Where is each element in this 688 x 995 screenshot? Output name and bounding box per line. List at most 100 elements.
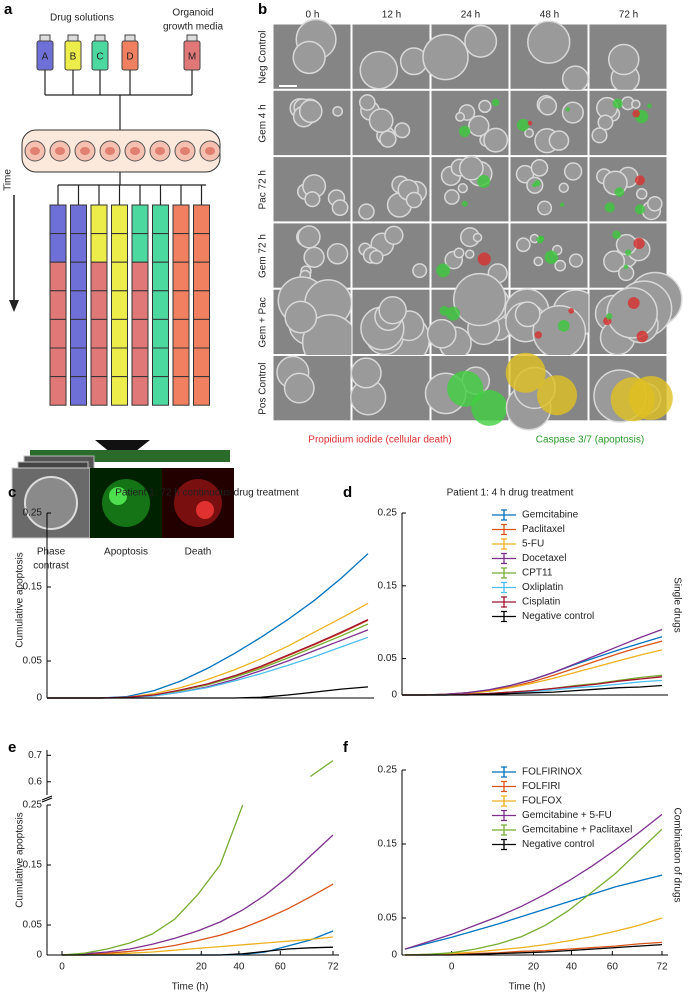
stain (605, 313, 613, 320)
stain (461, 200, 468, 207)
organoid (563, 162, 583, 181)
stain (544, 250, 559, 264)
well-cell (152, 290, 169, 320)
legend-label: FOLFIRI (522, 781, 560, 792)
well-cell (70, 347, 87, 378)
panel-letter: e (8, 739, 16, 756)
well-cell (111, 204, 128, 235)
organoid (452, 272, 507, 327)
organoid (527, 20, 571, 64)
well-cell (152, 204, 169, 235)
well-cell (152, 376, 169, 406)
organoid (524, 128, 535, 138)
stain (623, 264, 629, 270)
stain (446, 306, 461, 321)
organoid (292, 40, 326, 75)
y-tick-label: 0 (36, 693, 42, 704)
organoid (358, 94, 376, 111)
well-cell (193, 290, 210, 320)
y-tick-label: 0.15 (378, 580, 398, 591)
well-cell (49, 318, 67, 349)
bottle-cap (39, 34, 51, 42)
bottle-label: B (70, 52, 77, 63)
column-header: 0 h (306, 10, 320, 21)
legend-label: FOLFOX (522, 796, 562, 807)
series-line (62, 930, 334, 956)
bottle-cap (67, 34, 79, 42)
well-cell (152, 233, 169, 263)
y-tick-label: 0.25 (23, 800, 43, 811)
organoid (297, 225, 321, 249)
well-cell (131, 233, 149, 263)
well-cell (70, 261, 87, 292)
organoid (30, 147, 40, 155)
organoid (304, 191, 321, 208)
apoptosis-signal (109, 487, 127, 505)
x-tick-label: 0 (449, 962, 455, 973)
organoid (332, 105, 344, 117)
organoid (561, 101, 584, 124)
row-label: Neg Control (258, 30, 269, 83)
well-cell (90, 233, 108, 263)
organoid (405, 191, 423, 209)
series-line (402, 636, 663, 696)
well-cell (172, 290, 190, 320)
organoid (455, 111, 466, 122)
image-label: Phase (37, 547, 66, 558)
series-line (62, 946, 334, 956)
media-title: Organoid (172, 8, 213, 19)
well-cell (193, 347, 210, 378)
well-cell (70, 318, 87, 349)
wells (24, 140, 221, 162)
organoid (105, 147, 115, 155)
legend-swatch (492, 538, 516, 550)
organoid (468, 115, 490, 137)
x-axis-label: Time (h) (509, 982, 546, 993)
organoid (453, 247, 465, 259)
panel-letter: b (258, 1, 267, 18)
stain (633, 237, 645, 250)
organoid (538, 96, 558, 116)
organoid (412, 263, 428, 279)
stain (527, 120, 533, 126)
organoid (298, 99, 323, 124)
caption-apoptosis: Caspase 3/7 (apoptosis) (536, 435, 644, 446)
legend-label: Negative control (522, 611, 594, 622)
legend-swatch (492, 567, 516, 579)
image-stacks (11, 450, 234, 539)
series-line (404, 874, 663, 950)
stain (557, 319, 570, 332)
row-label: Gem 4 h (258, 104, 269, 142)
column-header: 24 h (461, 10, 480, 21)
well-cell (90, 261, 108, 292)
row-label: Pac 72 h (258, 170, 269, 209)
organoid (457, 183, 468, 194)
legend-label: Gemcitabine + Paclitaxel (522, 825, 632, 836)
well-cell (172, 233, 190, 263)
well-cell (172, 347, 190, 378)
chart-title: Patient 1: 72 h continuous drug treatmen… (115, 488, 299, 499)
organoid (458, 155, 484, 181)
series-line (47, 636, 369, 699)
x-tick-label: 40 (566, 962, 578, 973)
stain (647, 103, 652, 109)
organoid (394, 122, 411, 139)
well-cell (49, 233, 67, 263)
stain (517, 118, 530, 132)
y-tick-label: 0.15 (378, 839, 398, 850)
stain (458, 125, 471, 137)
legend-label: FOLFIRINOX (522, 767, 582, 778)
connector (44, 70, 193, 130)
death-signal (174, 479, 222, 527)
column-header: 72 h (619, 10, 638, 21)
bottle-cap (186, 34, 198, 42)
series-line (47, 553, 369, 699)
organoid (155, 147, 165, 155)
x-axis-label: Time (h) (172, 982, 209, 993)
legend-label: Negative control (522, 839, 594, 850)
well-cell (70, 290, 87, 320)
legend-swatch (492, 838, 516, 851)
stain (568, 308, 575, 314)
well-cell (90, 347, 108, 378)
